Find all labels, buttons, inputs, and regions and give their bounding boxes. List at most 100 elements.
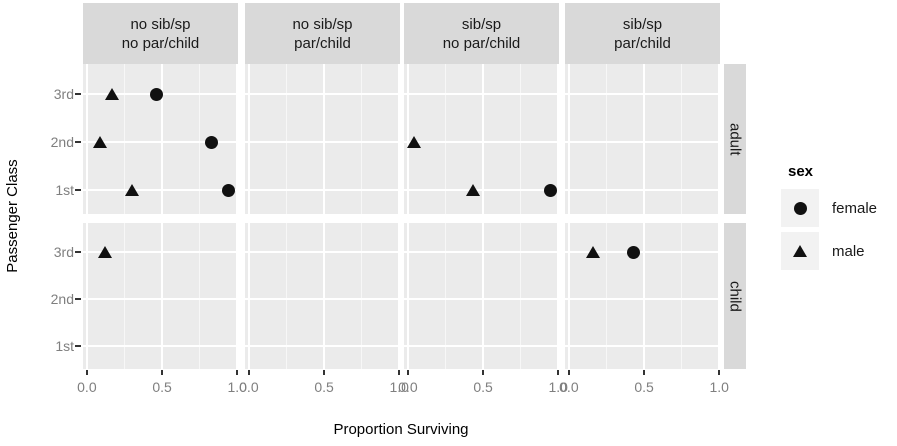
x-tick-label: 1.0 bbox=[548, 379, 568, 395]
x-tick-mark bbox=[482, 370, 485, 375]
x-tick-label: 0.5 bbox=[473, 379, 493, 395]
gridline-minor bbox=[123, 223, 125, 369]
x-tick-label: 0.0 bbox=[239, 379, 259, 395]
y-tick-mark bbox=[75, 297, 81, 300]
y-tick-label: 2nd bbox=[50, 134, 74, 150]
gridline-minor bbox=[199, 223, 201, 369]
gridline-minor bbox=[681, 223, 683, 369]
point-female bbox=[544, 183, 558, 197]
gridline-major bbox=[643, 223, 646, 369]
gridline-major bbox=[245, 251, 400, 254]
y-tick-label: 3rd bbox=[53, 86, 74, 102]
gridline-minor bbox=[199, 64, 201, 214]
point-female bbox=[221, 183, 235, 197]
gridline-major bbox=[83, 251, 238, 254]
x-tick-mark bbox=[247, 370, 250, 375]
legend-label-male: male bbox=[832, 242, 865, 260]
facet-panel bbox=[404, 64, 560, 214]
legend-item-male: male bbox=[781, 232, 877, 270]
gridline-major bbox=[245, 344, 400, 347]
x-tick-mark bbox=[643, 370, 646, 375]
point-female bbox=[205, 135, 219, 149]
gridline-minor bbox=[123, 64, 125, 214]
x-tick-mark bbox=[718, 370, 721, 375]
y-tick-mark bbox=[75, 251, 81, 254]
x-tick-label: 0.5 bbox=[314, 379, 334, 395]
point-female bbox=[627, 245, 641, 259]
y-tick-label: 1st bbox=[55, 337, 74, 354]
gridline-major bbox=[404, 297, 559, 300]
facet-column-strip: sib/sp no par/child bbox=[404, 3, 559, 64]
legend-title: sex bbox=[788, 163, 814, 180]
gridline-major bbox=[83, 344, 238, 347]
gridline-major bbox=[404, 141, 559, 143]
x-tick-label: 1.0 bbox=[227, 379, 247, 395]
gridline-major bbox=[482, 64, 485, 214]
x-tick-label: 1.0 bbox=[389, 379, 409, 395]
gridline-minor bbox=[520, 64, 522, 214]
gridline-major bbox=[236, 223, 239, 369]
gridline-major bbox=[247, 223, 250, 369]
facet-panel bbox=[565, 64, 721, 214]
x-tick-label: 0.0 bbox=[398, 379, 418, 395]
gridline-major bbox=[85, 223, 88, 369]
gridline-major bbox=[482, 223, 485, 369]
circle-icon bbox=[793, 201, 807, 215]
y-tick-mark bbox=[75, 93, 81, 95]
legend-item-female: female bbox=[781, 189, 877, 227]
gridline-major bbox=[83, 141, 238, 143]
facet-row-strip: adult bbox=[724, 64, 746, 214]
x-axis-title: Proportion Surviving bbox=[333, 421, 469, 438]
legend-key-female bbox=[781, 189, 819, 227]
point-female bbox=[149, 87, 163, 101]
y-tick-mark bbox=[75, 141, 81, 143]
gridline-major bbox=[247, 64, 250, 214]
legend: sex female male bbox=[781, 163, 877, 275]
gridline-major bbox=[83, 297, 238, 300]
point-male bbox=[124, 183, 139, 196]
x-tick-label: 0.0 bbox=[559, 379, 579, 395]
gridline-major bbox=[565, 189, 720, 191]
x-tick-mark bbox=[406, 370, 409, 375]
gridline-minor bbox=[520, 223, 522, 369]
triangle-icon bbox=[793, 245, 807, 257]
gridline-major bbox=[567, 64, 570, 214]
y-tick-mark bbox=[75, 189, 81, 191]
x-tick-mark bbox=[567, 370, 570, 375]
gridline-major bbox=[85, 64, 88, 214]
gridline-major bbox=[245, 297, 400, 300]
facet-column-strip: no sib/sp no par/child bbox=[83, 3, 238, 64]
gridline-minor bbox=[605, 223, 607, 369]
gridline-minor bbox=[361, 64, 363, 214]
gridline-major bbox=[565, 141, 720, 143]
gridline-major bbox=[557, 223, 560, 369]
y-axis-title: Passenger Class bbox=[4, 159, 21, 273]
facet-column-strip: no sib/sp par/child bbox=[245, 3, 400, 64]
gridline-minor bbox=[285, 64, 287, 214]
gridline-major bbox=[404, 189, 559, 191]
gridline-major bbox=[323, 223, 326, 369]
gridline-major bbox=[404, 344, 559, 347]
gridline-major bbox=[245, 141, 400, 143]
legend-label-female: female bbox=[832, 199, 878, 217]
facet-panel bbox=[245, 223, 401, 369]
facet-row-strip: child bbox=[724, 223, 746, 369]
y-tick-label: 2nd bbox=[50, 290, 74, 307]
x-tick-mark bbox=[398, 370, 401, 375]
x-tick-mark bbox=[557, 370, 560, 375]
gridline-major bbox=[565, 344, 720, 347]
gridline-minor bbox=[681, 64, 683, 214]
gridline-major bbox=[245, 189, 400, 191]
x-tick-mark bbox=[323, 370, 326, 375]
point-male bbox=[97, 245, 112, 258]
gridline-major bbox=[567, 223, 570, 369]
gridline-major bbox=[404, 93, 559, 95]
x-tick-label: 0.0 bbox=[77, 379, 97, 395]
gridline-major bbox=[565, 297, 720, 300]
legend-key-male bbox=[781, 232, 819, 270]
gridline-major bbox=[83, 189, 238, 191]
gridline-major bbox=[557, 64, 560, 214]
gridline-major bbox=[161, 223, 164, 369]
